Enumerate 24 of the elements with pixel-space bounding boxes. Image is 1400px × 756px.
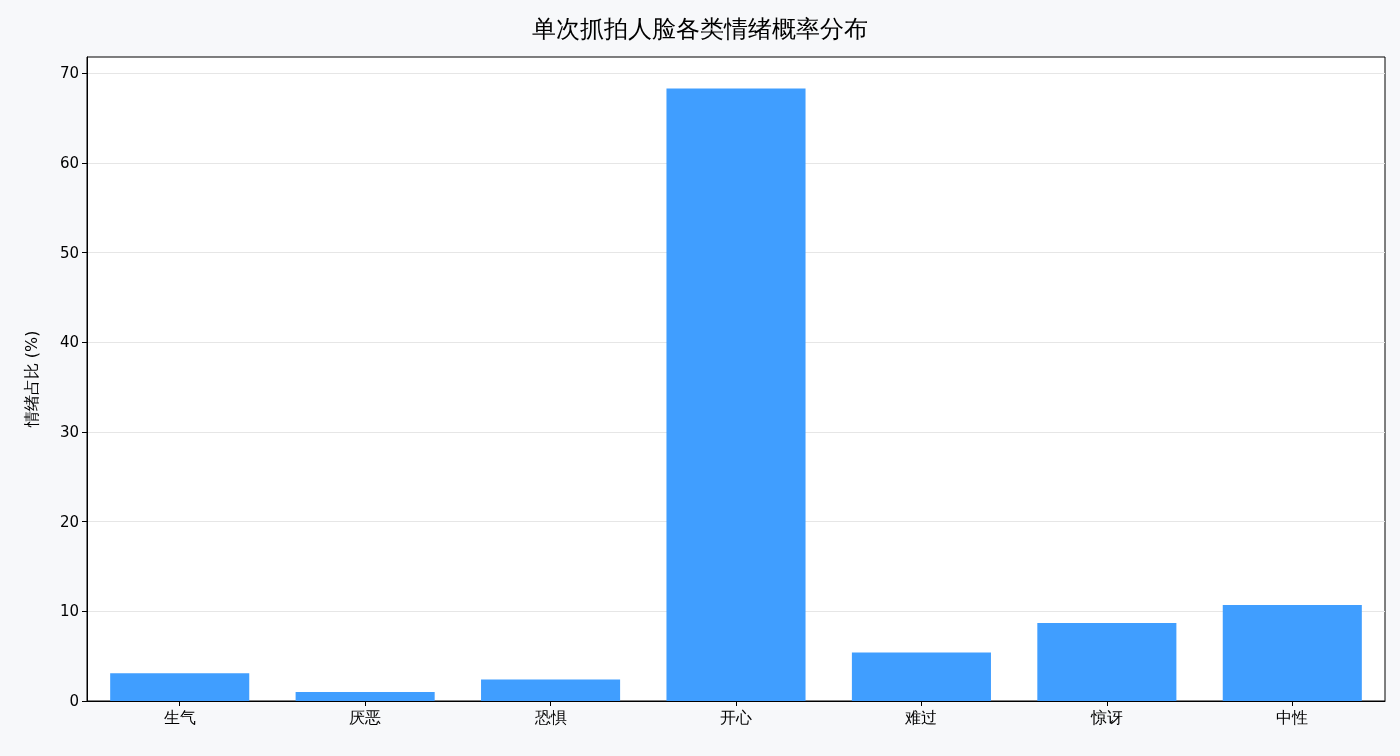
- x-tick-label: 开心: [720, 707, 752, 727]
- x-tick-label: 惊讶: [1089, 707, 1123, 727]
- x-tick-label: 生气: [163, 707, 196, 727]
- y-tick-label: 40: [59, 333, 79, 352]
- bar: [666, 88, 806, 701]
- bar: [1037, 622, 1177, 701]
- bar: [295, 692, 435, 701]
- y-tick-label: 60: [59, 153, 79, 172]
- x-tick-label: 中性: [1276, 707, 1309, 727]
- y-axis-title: 情绪占比 (%): [21, 330, 41, 429]
- x-tick-label: 恐惧: [533, 707, 567, 727]
- x-tick-label: 难过: [904, 707, 938, 727]
- y-tick-label: 10: [59, 602, 79, 621]
- y-tick-label: 0: [69, 692, 79, 710]
- chart-title: 单次抓拍人脸各类情绪概率分布: [532, 15, 868, 43]
- bar: [110, 673, 250, 701]
- y-tick-label: 20: [59, 512, 79, 531]
- bar: [481, 679, 621, 701]
- x-tick-label: 厌恶: [349, 707, 382, 727]
- y-tick-label: 70: [59, 64, 79, 83]
- y-tick-label: 50: [59, 243, 79, 262]
- bar: [851, 652, 991, 701]
- y-tick-label: 30: [59, 422, 79, 441]
- bar: [1222, 605, 1362, 701]
